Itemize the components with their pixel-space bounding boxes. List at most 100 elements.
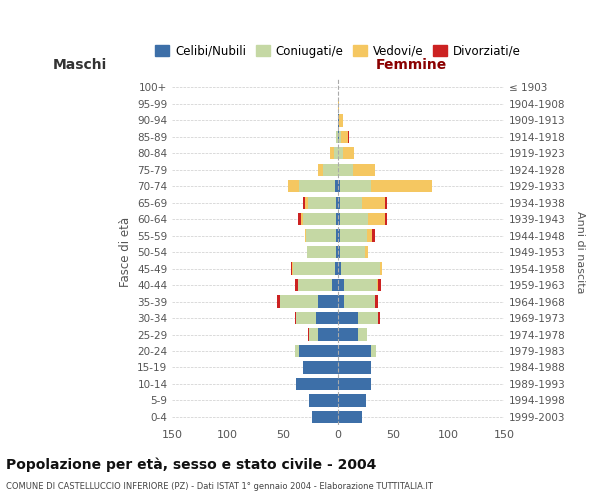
Bar <box>318 164 323 176</box>
Bar <box>340 180 371 192</box>
Bar <box>338 147 343 160</box>
Bar <box>358 328 367 340</box>
Bar <box>303 213 336 226</box>
Bar <box>338 114 339 126</box>
Bar <box>338 345 371 357</box>
Bar <box>339 114 343 126</box>
Bar <box>338 394 366 406</box>
Bar <box>308 196 336 209</box>
Bar <box>365 246 368 258</box>
Bar <box>378 312 380 324</box>
Bar <box>371 345 376 357</box>
Bar <box>368 213 385 226</box>
Text: Popolazione per età, sesso e stato civile - 2004: Popolazione per età, sesso e stato civil… <box>6 458 376 472</box>
Bar <box>336 196 338 209</box>
Bar <box>338 262 341 275</box>
Bar <box>348 130 349 143</box>
Bar <box>338 279 344 291</box>
Bar <box>338 230 340 242</box>
Bar <box>295 345 299 357</box>
Bar <box>336 246 338 258</box>
Y-axis label: Fasce di età: Fasce di età <box>119 217 131 287</box>
Bar <box>331 147 334 160</box>
Legend: Celibi/Nubili, Coniugati/e, Vedovi/e, Divorziati/e: Celibi/Nubili, Coniugati/e, Vedovi/e, Di… <box>151 40 526 62</box>
Bar <box>334 147 338 160</box>
Bar <box>335 262 338 275</box>
Bar <box>303 196 305 209</box>
Bar <box>335 180 338 192</box>
Bar <box>310 328 318 340</box>
Bar <box>323 164 338 176</box>
Bar <box>374 296 378 308</box>
Bar <box>338 362 371 374</box>
Bar <box>295 279 298 291</box>
Bar <box>338 196 340 209</box>
Bar <box>338 378 371 390</box>
Bar <box>338 246 340 258</box>
Bar <box>340 196 362 209</box>
Bar <box>341 262 380 275</box>
Bar <box>338 98 339 110</box>
Bar <box>340 246 365 258</box>
Bar <box>298 279 332 291</box>
Bar <box>336 230 338 242</box>
Y-axis label: Anni di nascita: Anni di nascita <box>575 211 585 294</box>
Bar <box>338 296 344 308</box>
Bar <box>338 180 340 192</box>
Bar <box>289 180 299 192</box>
Bar <box>340 230 367 242</box>
Bar <box>332 279 338 291</box>
Bar <box>298 213 301 226</box>
Bar <box>343 147 353 160</box>
Bar <box>299 180 335 192</box>
Bar <box>341 130 348 143</box>
Bar <box>338 328 358 340</box>
Bar <box>385 213 387 226</box>
Bar <box>305 230 306 242</box>
Bar <box>373 230 374 242</box>
Bar <box>367 230 373 242</box>
Bar <box>377 279 378 291</box>
Bar <box>362 196 385 209</box>
Bar <box>336 213 338 226</box>
Bar <box>306 230 336 242</box>
Bar <box>378 279 381 291</box>
Text: COMUNE DI CASTELLUCCIO INFERIORE (PZ) - Dati ISTAT 1° gennaio 2004 - Elaborazion: COMUNE DI CASTELLUCCIO INFERIORE (PZ) - … <box>6 482 433 491</box>
Bar <box>358 312 378 324</box>
Bar <box>338 213 340 226</box>
Bar <box>277 296 280 308</box>
Bar <box>339 130 341 143</box>
Bar <box>338 410 362 423</box>
Bar <box>292 262 293 275</box>
Bar <box>371 180 432 192</box>
Text: Maschi: Maschi <box>52 58 107 72</box>
Bar <box>299 345 338 357</box>
Bar <box>344 279 377 291</box>
Bar <box>296 312 316 324</box>
Bar <box>311 410 338 423</box>
Bar <box>301 213 303 226</box>
Bar <box>318 328 338 340</box>
Bar <box>293 262 335 275</box>
Bar <box>338 312 358 324</box>
Text: Femmine: Femmine <box>376 58 447 72</box>
Bar <box>305 196 308 209</box>
Bar <box>316 312 338 324</box>
Bar <box>353 164 374 176</box>
Bar <box>290 262 292 275</box>
Bar <box>295 312 296 324</box>
Bar <box>380 262 382 275</box>
Bar <box>340 213 368 226</box>
Bar <box>338 130 339 143</box>
Bar <box>310 394 338 406</box>
Bar <box>308 328 310 340</box>
Bar <box>280 296 318 308</box>
Bar <box>303 362 338 374</box>
Bar <box>336 130 338 143</box>
Bar <box>307 246 336 258</box>
Bar <box>344 296 374 308</box>
Bar <box>296 378 338 390</box>
Bar <box>338 164 353 176</box>
Bar <box>318 296 338 308</box>
Bar <box>385 196 387 209</box>
